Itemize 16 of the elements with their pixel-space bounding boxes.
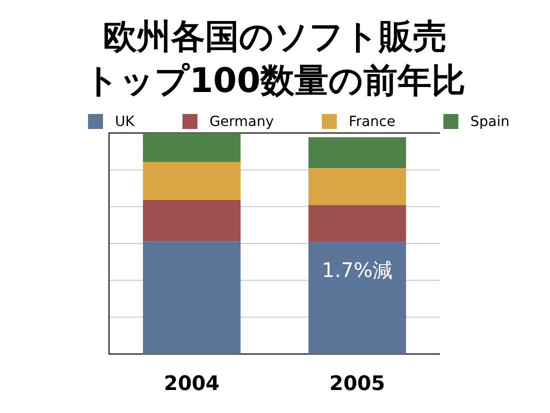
- legend-label: Germany: [209, 114, 274, 130]
- bar: [142, 200, 241, 242]
- legend-label: UK: [115, 114, 136, 130]
- bar: [308, 168, 406, 206]
- x-tick-label: 2004: [164, 371, 220, 395]
- bar: [308, 242, 406, 354]
- annotation: 1.7%減: [322, 258, 393, 282]
- legend-label: Spain: [470, 114, 510, 130]
- bar: [142, 241, 241, 354]
- chart-title: 欧州各国のソフト販売トップ100数量の前年比: [84, 17, 466, 101]
- bar: [142, 133, 241, 162]
- bar: [142, 162, 241, 200]
- bar: [308, 137, 406, 168]
- x-tick-label: 2005: [329, 371, 386, 395]
- bar: [308, 205, 406, 242]
- legend-label: France: [348, 114, 396, 130]
